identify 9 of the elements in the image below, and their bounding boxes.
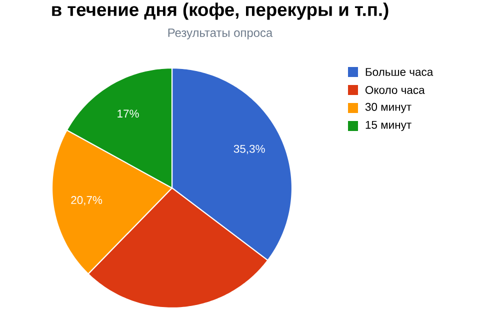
data-label: 17% [118, 110, 139, 118]
legend-label: Больше часа [366, 68, 434, 76]
legend-label: 30 минут [365, 102, 412, 114]
legend-label: Около часа [365, 86, 425, 94]
chart-subtitle: Результаты опроса [168, 28, 273, 40]
legend-label: 15 минут [366, 120, 412, 132]
chart-title: в течение дня (кофе, перекуры и т.п.) [52, 2, 388, 20]
data-label: 20,7% [71, 196, 102, 206]
data-label: 35,3% [234, 144, 265, 154]
